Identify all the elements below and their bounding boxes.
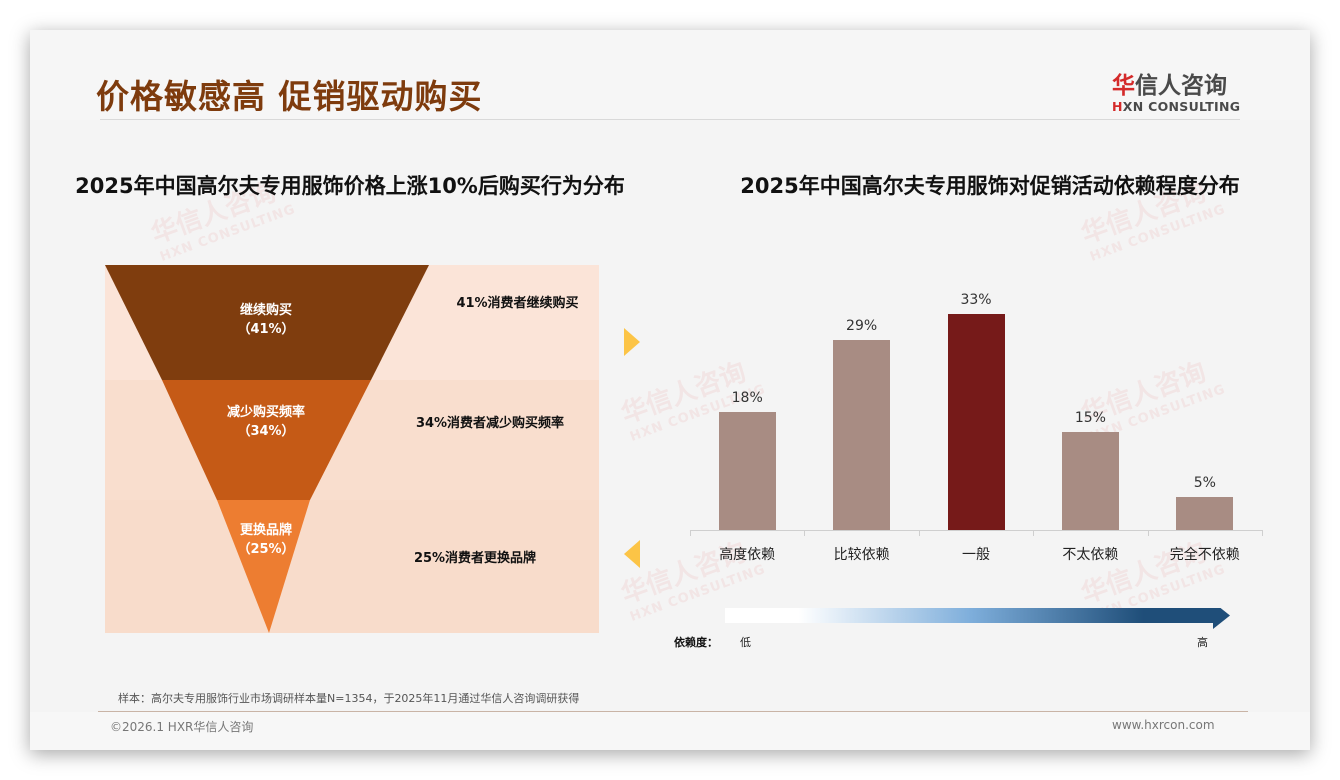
bar [718, 412, 776, 530]
axis-tick [1147, 530, 1149, 536]
header-band [30, 30, 1310, 120]
bar-value-label: 18% [731, 390, 763, 407]
title-divider [100, 119, 1240, 120]
funnel-description-2: 25%消费者更换品牌 [413, 551, 537, 566]
funnel-label-2: 更换品牌 （25%） [237, 523, 295, 557]
bar [1061, 431, 1119, 530]
funnel-label-0: 继续购买 （41%） [237, 303, 295, 337]
bar-chart: 18% 高度依赖 29% 比较依赖 33% 一般 15% 不太依赖 5% 完全不依赖 [690, 292, 1263, 570]
dependency-gradient-arrow [725, 608, 1230, 629]
left-chart-title: 2025年中国高尔夫专用服饰价格上涨10%后购买行为分布 [75, 174, 625, 198]
funnel-segment-reduce [162, 380, 371, 500]
funnel-segment-switch [217, 500, 310, 633]
legend-key-label: 依赖度： [674, 636, 718, 649]
legend-high-label: 高 [1197, 636, 1208, 649]
copyright-text: ©2026.1 HXR华信人咨询 [110, 720, 254, 734]
footer-band [30, 712, 1310, 750]
funnel-row-bg [105, 500, 599, 633]
company-logo: 华信人咨询 HXN CONSULTING [1112, 66, 1242, 114]
bar-value-label: 29% [846, 318, 878, 335]
bar-category-label: 高度依赖 [719, 547, 776, 563]
funnel-description-1: 34%消费者减少购买频率 [415, 416, 565, 431]
bar [1176, 497, 1234, 530]
legend-low-label: 低 [740, 636, 751, 649]
website-link[interactable]: www.hxrcon.com [1112, 718, 1215, 732]
funnel-segment-continue [105, 265, 429, 380]
bar [833, 340, 891, 530]
funnel-description-0: 41%消费者继续购买 [456, 296, 579, 311]
logo-en: HXN CONSULTING [1112, 99, 1241, 114]
logo-cn: 华信人咨询 [1112, 73, 1227, 99]
bar-category-label: 完全不依赖 [1169, 547, 1240, 563]
bar-category-label: 一般 [962, 547, 990, 563]
bar-category-label: 比较依赖 [833, 547, 890, 563]
footer-divider [98, 711, 1248, 712]
page-title: 价格敏感高 促销驱动购买 [96, 77, 483, 116]
bar-category-label: 不太依赖 [1062, 547, 1119, 563]
x-axis [690, 530, 1262, 531]
bar-value-label: 5% [1193, 475, 1216, 492]
bar-value-label: 33% [960, 292, 992, 308]
slide: 价格敏感高 促销驱动购买 华信人咨询 HXN CONSULTING 华信人咨询 H… [30, 30, 1310, 750]
sample-note: 样本：高尔夫专用服饰行业市场调研样本量N=1354，于2025年11月通过华信人… [118, 692, 580, 705]
bar [947, 314, 1005, 530]
axis-tick [1262, 530, 1263, 536]
right-chart-title: 2025年中国高尔夫专用服饰对促销活动依赖程度分布 [740, 174, 1240, 198]
funnel-chart [105, 265, 429, 633]
chevron-right-icon [624, 328, 640, 356]
bar-value-label: 15% [1074, 409, 1106, 426]
chevron-left-icon [624, 540, 640, 568]
funnel-label-1: 减少购买频率 （34%） [226, 405, 305, 439]
axis-tick [918, 530, 920, 536]
axis-tick [690, 530, 691, 536]
axis-tick [1033, 530, 1035, 536]
axis-tick [804, 530, 806, 536]
